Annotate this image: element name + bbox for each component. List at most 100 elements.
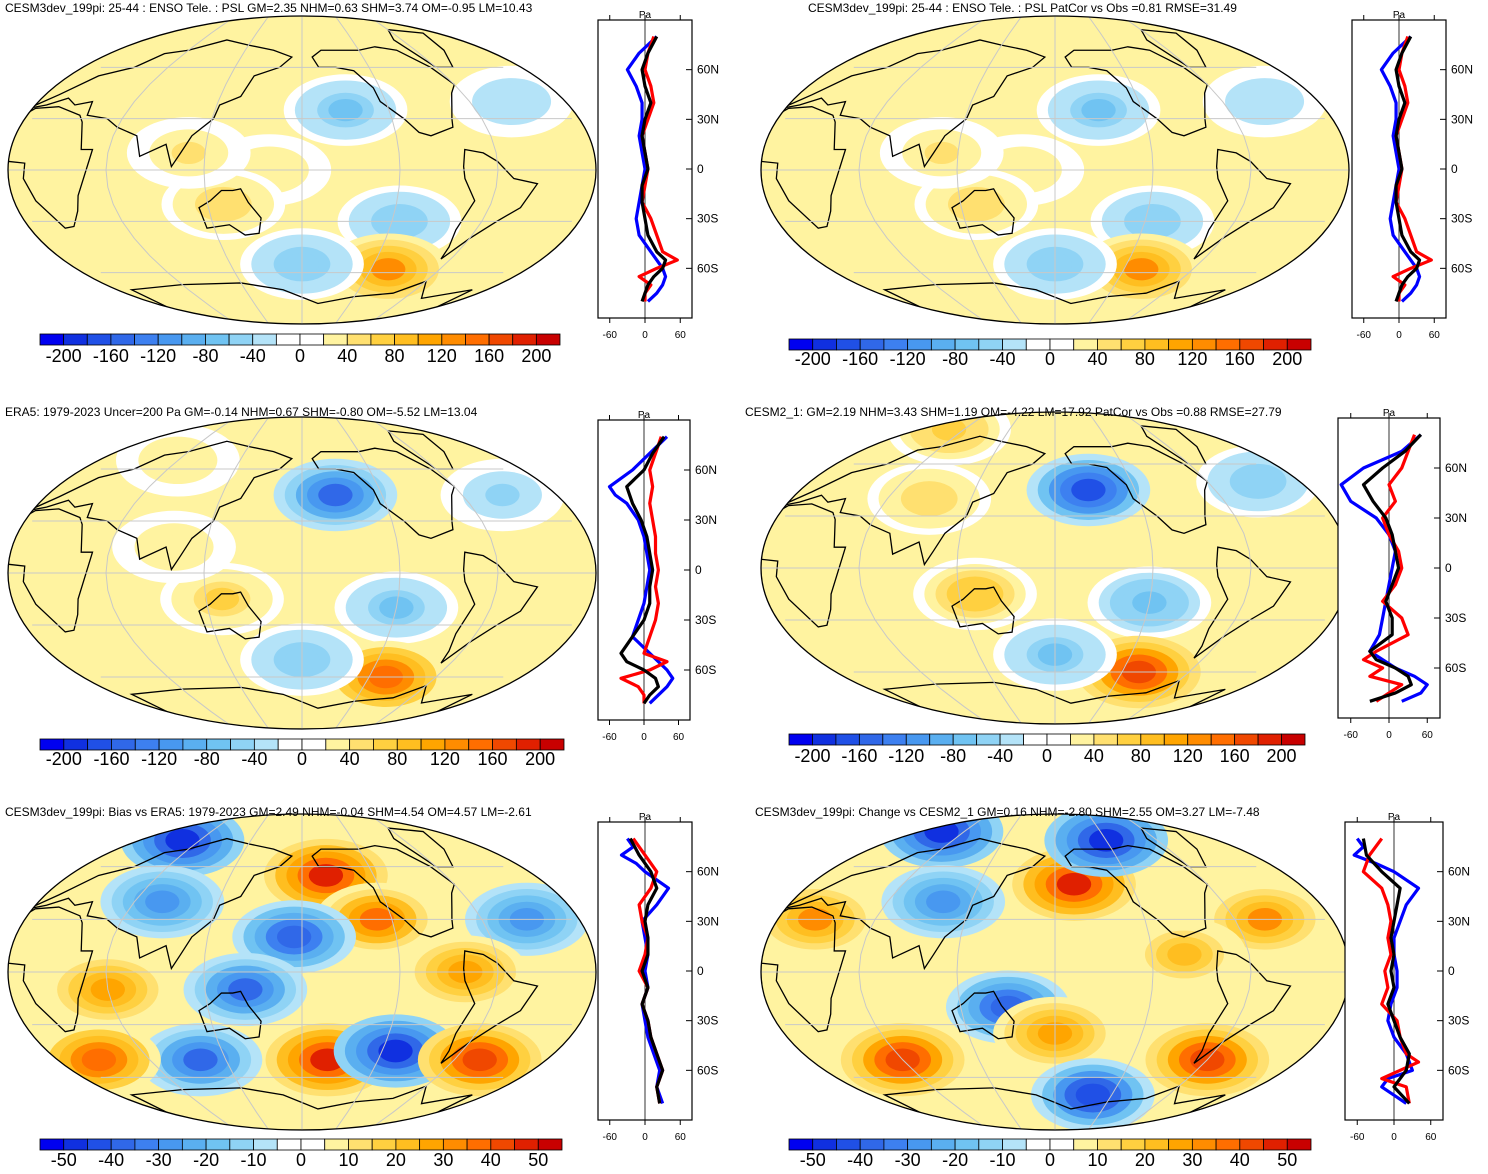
colorbar-bin	[1093, 733, 1118, 746]
colorbar-bin	[1144, 1138, 1170, 1151]
y-tick-label: 60N	[695, 463, 717, 477]
longitude-gridline	[368, 814, 499, 1130]
continent-outline	[761, 906, 847, 1033]
anomaly-contour	[1071, 478, 1106, 502]
colorbar-bin	[63, 333, 88, 346]
colorbar-bin	[952, 733, 978, 746]
profile-line-zonal-mean	[628, 837, 665, 1104]
colorbar-bin	[229, 1138, 254, 1151]
colorbar-label: 80	[1131, 746, 1151, 766]
colorbar-label: 0	[296, 1150, 306, 1170]
anomaly-contour	[1124, 258, 1159, 281]
colorbar-label: -80	[192, 346, 218, 366]
map-panel-3	[7, 416, 597, 730]
longitude-gridline	[105, 16, 236, 324]
longitude-gridline	[956, 412, 1023, 724]
anomaly-contour	[485, 483, 520, 507]
colorbar-label: -40	[240, 346, 266, 366]
colorbar-label: -50	[800, 1150, 826, 1170]
continent-outline	[761, 503, 847, 628]
colorbar-bin	[205, 1138, 231, 1151]
colorbar-bin	[1049, 1138, 1075, 1151]
y-tick-label: 30S	[1445, 611, 1466, 625]
colorbar-label: -160	[842, 349, 878, 369]
colorbar-label: -160	[93, 346, 129, 366]
longitude-gridline	[334, 16, 401, 324]
y-tick-label: 30S	[697, 212, 718, 226]
colorbar-bin	[134, 333, 159, 346]
y-tick-label: 0	[1451, 162, 1458, 176]
x-tick-label: -60	[1344, 730, 1359, 741]
colorbar-label: 40	[1084, 746, 1104, 766]
x-tick-label: 0	[641, 732, 647, 743]
colorbar-bin	[1215, 1138, 1241, 1151]
y-tick-label: 0	[697, 162, 704, 176]
colorbar-bin	[1163, 733, 1189, 746]
longitude-gridline	[1121, 814, 1252, 1130]
colorbar-bin	[1116, 733, 1142, 746]
colorbar-label: -120	[140, 346, 176, 366]
colorbar-bin	[1257, 733, 1282, 746]
colorbar-bin	[930, 1138, 956, 1151]
map-panel-4	[760, 411, 1350, 725]
colorbar-bin	[157, 333, 183, 346]
colorbar-label: 0	[295, 346, 305, 366]
anomaly-contour	[1081, 98, 1116, 122]
profile-line-zonal-mean	[640, 35, 668, 302]
continent-outline	[8, 106, 94, 229]
colorbar-label: -50	[51, 1150, 77, 1170]
colorbar-bin	[228, 333, 254, 346]
colorbar-label: 120	[1173, 746, 1203, 766]
colorbar-label: -20	[193, 1150, 219, 1170]
longitude-gridline	[1121, 16, 1252, 324]
colorbar-2: -200 -160 -120 -80 -40 0 40 80 120 160 200	[788, 338, 1312, 369]
y-tick-label: 60S	[697, 1063, 718, 1077]
colorbar-bin	[836, 1138, 861, 1151]
colorbar-bin	[905, 733, 931, 746]
x-tick-label: 0	[1386, 730, 1392, 741]
colorbar-bin	[110, 333, 135, 346]
colorbar-bin	[371, 1138, 397, 1151]
x-tick-label: 60	[675, 1132, 687, 1143]
colorbar-bin	[441, 333, 466, 346]
longitude-gridline	[368, 16, 499, 324]
colorbar-label: -80	[194, 749, 220, 769]
y-tick-label: 60S	[1445, 661, 1466, 675]
colorbar-label: -10	[990, 1150, 1016, 1170]
colorbar-label: 40	[1087, 349, 1107, 369]
map-panel-5	[7, 813, 597, 1131]
colorbar-label: -40	[847, 1150, 873, 1170]
colorbar-6: -50 -40 -30 -20 -10 0 10 20 30 40 50	[788, 1138, 1312, 1170]
profile-line-land	[607, 435, 675, 705]
y-tick-label: 30N	[1451, 112, 1473, 126]
colorbar-bin	[1070, 733, 1095, 746]
anomaly-contour	[308, 864, 344, 887]
profile-line-ocean	[619, 436, 669, 704]
colorbar-label: 30	[433, 1150, 453, 1170]
colorbar-bin	[883, 1138, 909, 1151]
y-tick-label: 30N	[1448, 914, 1470, 928]
panel-title: ERA5: 1979-2023 Uncer=200 Pa GM=-0.14 NH…	[5, 405, 478, 419]
anomaly-contour	[206, 193, 241, 216]
y-tick-label: 60N	[1448, 865, 1470, 879]
anomaly-contour	[1075, 1083, 1111, 1107]
colorbar-label: -80	[942, 349, 968, 369]
colorbar-label: 0	[1042, 746, 1052, 766]
colorbar-label: -120	[890, 349, 926, 369]
colorbar-5: -50 -40 -30 -20 -10 0 10 20 30 40 50	[39, 1138, 563, 1170]
y-tick-label: 60S	[697, 261, 718, 275]
colorbar-label: -80	[940, 746, 966, 766]
colorbar-bin	[488, 333, 514, 346]
anomaly-contour	[1247, 90, 1282, 113]
colorbar-label: 200	[525, 749, 555, 769]
anomaly-contour	[171, 141, 206, 165]
colorbar-label: 40	[337, 346, 357, 366]
colorbar-bin	[370, 333, 395, 346]
colorbar-label: 50	[528, 1150, 548, 1170]
colorbar-bin	[535, 333, 561, 346]
colorbar-bin	[419, 1138, 444, 1151]
